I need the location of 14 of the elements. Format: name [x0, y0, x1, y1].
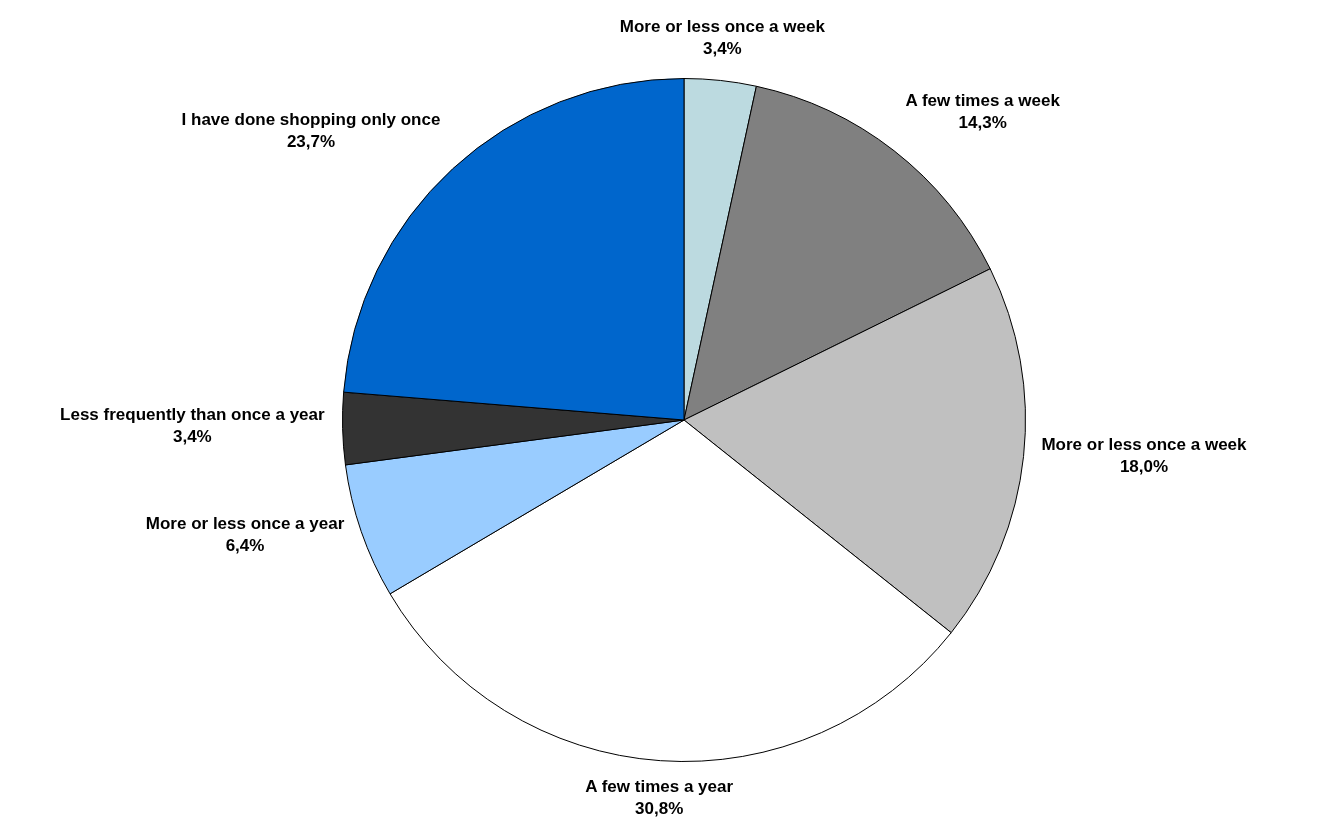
data-label: 6,4%	[225, 535, 265, 555]
slice-label: More or less once a year	[145, 513, 345, 533]
data-label: 30,8%	[635, 798, 684, 818]
data-label: 3,4%	[702, 38, 742, 58]
data-label: 23,7%	[286, 131, 336, 151]
slice-label: More or less once a week	[619, 16, 826, 36]
slice-label: I have done shopping only once	[181, 109, 441, 129]
data-label: 18,0%	[1119, 456, 1169, 476]
slice-label: A few times a week	[905, 90, 1061, 110]
slice-label: More or less once a week	[1041, 434, 1248, 454]
data-label: 3,4%	[172, 427, 212, 447]
slice-label: A few times a year	[585, 776, 734, 796]
slice-label: Less frequently than once a year	[60, 405, 325, 425]
data-label: 14,3%	[958, 112, 1007, 132]
